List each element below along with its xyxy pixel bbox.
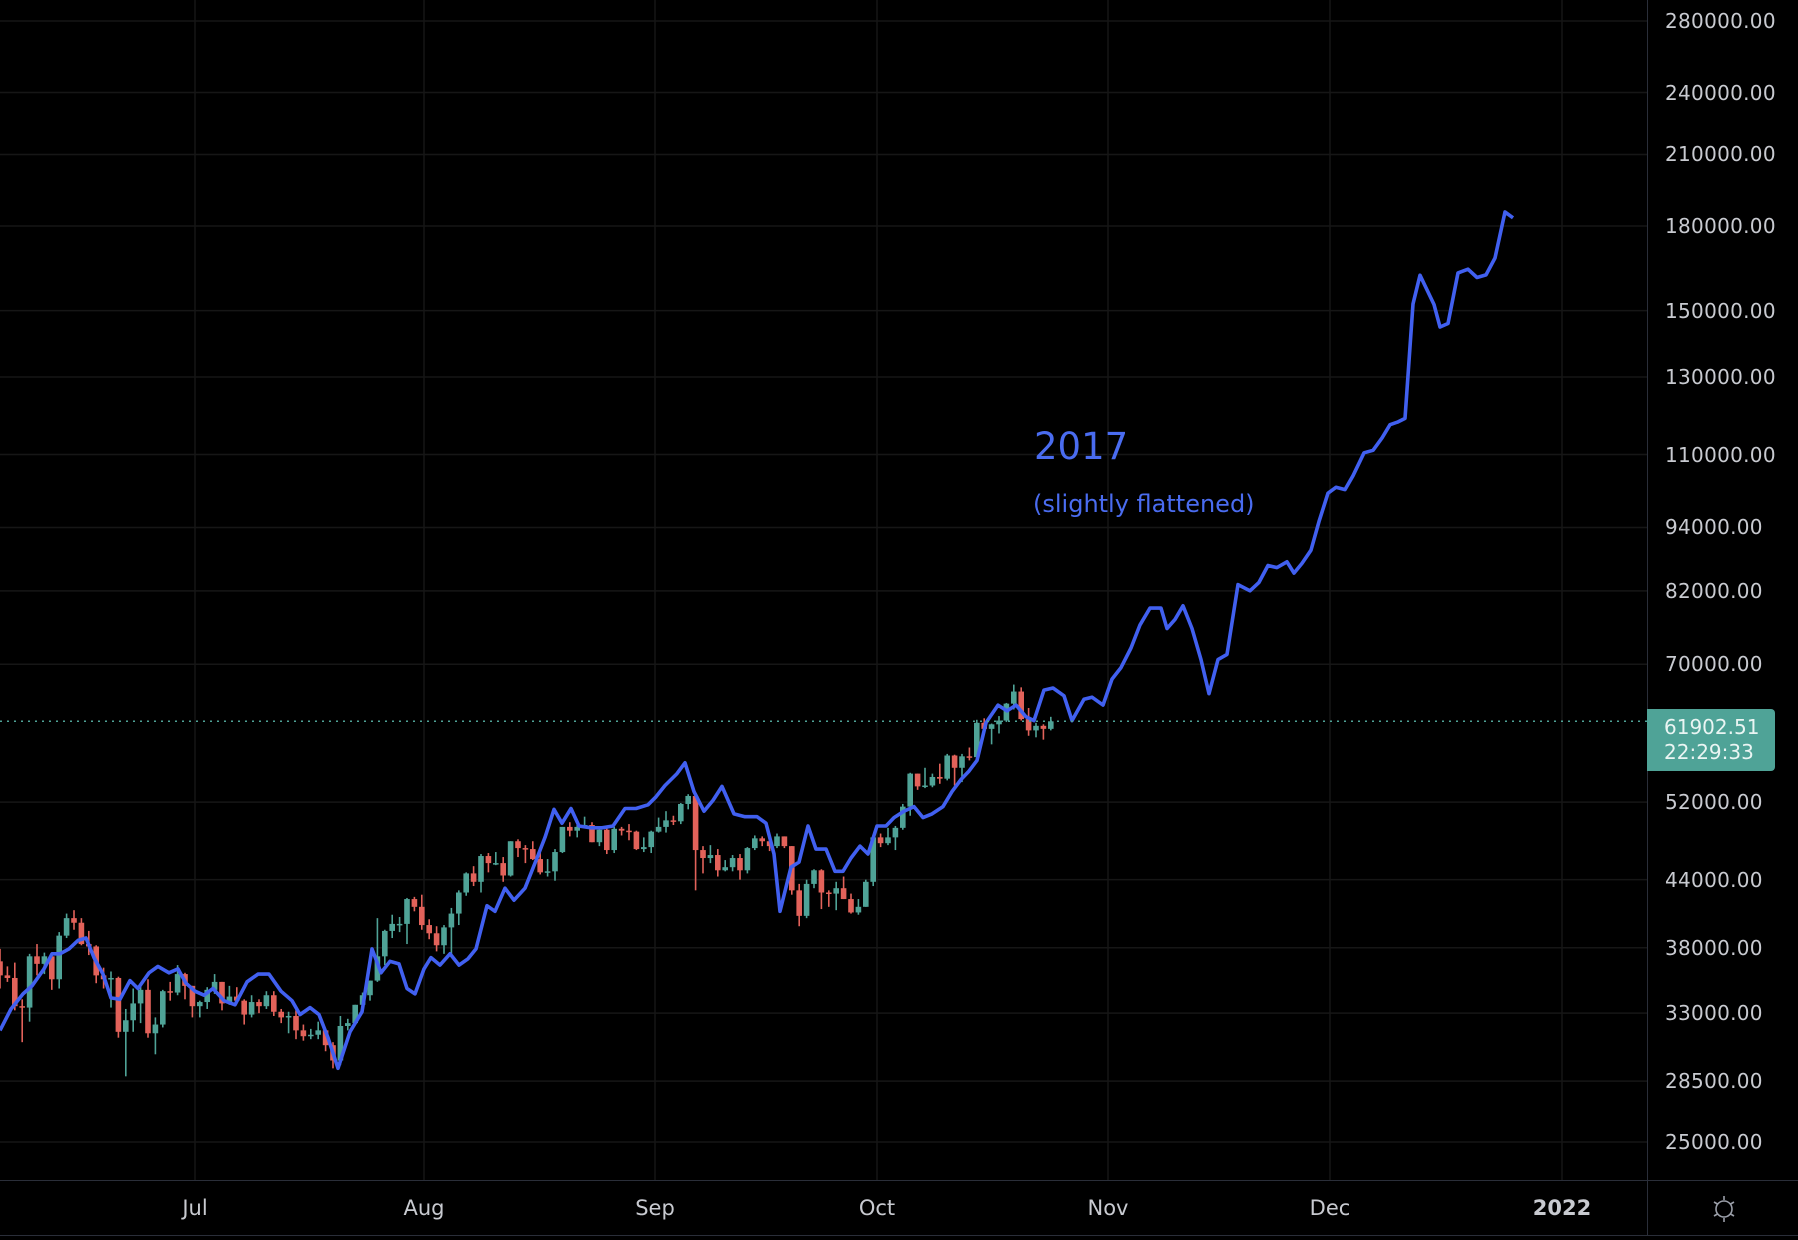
line-series-2017 — [0, 210, 1515, 1071]
annotation-title: 2017 — [1034, 425, 1129, 468]
price-tick-label: 130000.00 — [1665, 365, 1776, 389]
time-tick-label: Nov — [1087, 1196, 1129, 1220]
last-price-label: 61902.51 22:29:33 — [1647, 709, 1775, 772]
bottom-border — [0, 1235, 1798, 1236]
time-axis[interactable]: Jul Aug Sep Oct Nov Dec 2022 — [0, 1180, 1647, 1236]
last-price-value: 61902.51 — [1664, 715, 1760, 740]
price-tick-label: 110000.00 — [1665, 442, 1776, 467]
bar-countdown: 22:29:33 — [1664, 740, 1754, 765]
time-tick-label: Jul — [182, 1196, 208, 1220]
price-tick-label: 280000.00 — [1665, 9, 1776, 33]
price-tick-label: 82000.00 — [1665, 578, 1763, 603]
price-tick-label: 28500.00 — [1665, 1069, 1763, 1094]
annotation-subtitle: (slightly flattened) — [1033, 490, 1255, 518]
price-tick-label: 33000.00 — [1665, 1001, 1763, 1026]
price-tick-label: 150000.00 — [1665, 298, 1776, 323]
price-tick-label: 180000.00 — [1665, 214, 1776, 238]
chart-settings-button[interactable] — [1647, 1180, 1798, 1236]
time-tick-label: 2022 — [1532, 1196, 1592, 1220]
price-tick-label: 70000.00 — [1665, 652, 1763, 677]
gridlines — [0, 0, 1647, 1180]
price-tick-label: 94000.00 — [1665, 515, 1763, 540]
price-tick-label: 25000.00 — [1665, 1129, 1763, 1154]
time-tick-label: Dec — [1309, 1196, 1351, 1220]
time-tick-label: Aug — [403, 1196, 445, 1220]
time-tick-label: Sep — [635, 1196, 675, 1220]
price-tick-label: 44000.00 — [1665, 867, 1763, 892]
price-tick-label: 240000.00 — [1665, 80, 1776, 105]
time-tick-label: Oct — [858, 1196, 896, 1220]
price-axis[interactable]: 280000.00 240000.00 210000.00 180000.00 1500… — [1647, 0, 1798, 1180]
price-tick-label: 38000.00 — [1665, 935, 1763, 960]
price-tick-label: 52000.00 — [1665, 790, 1763, 815]
price-tick-label: 210000.00 — [1665, 142, 1776, 167]
sun-icon — [1713, 1195, 1734, 1222]
price-plot[interactable] — [0, 0, 1647, 1180]
